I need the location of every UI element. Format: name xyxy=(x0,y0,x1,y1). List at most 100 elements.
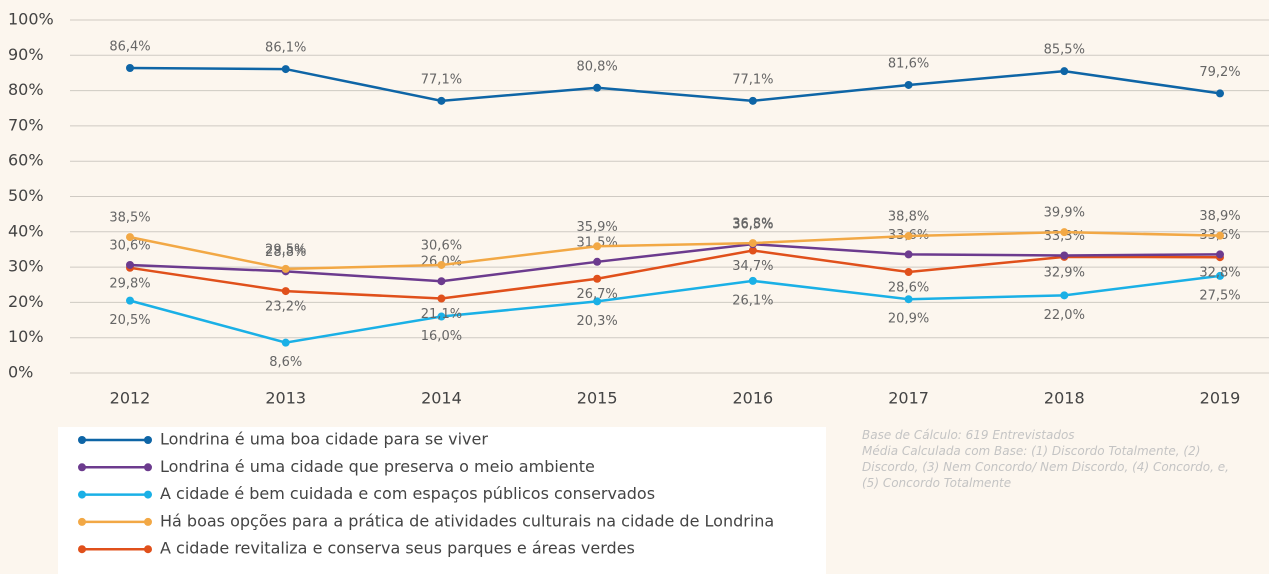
legend-label: Há boas opções para a prática de ativida… xyxy=(160,511,774,530)
data-label: 77,1% xyxy=(421,72,462,87)
series-line xyxy=(129,249,1221,300)
data-point xyxy=(593,83,602,92)
data-point xyxy=(126,260,134,269)
data-point xyxy=(593,242,602,251)
y-tick-label: 40% xyxy=(8,221,44,240)
data-label: 39,9% xyxy=(1044,206,1085,221)
data-label: 30,6% xyxy=(109,238,150,253)
legend-label: Londrina é uma cidade que preserva o mei… xyxy=(160,457,595,476)
data-point xyxy=(748,276,757,285)
legend-dot xyxy=(144,436,152,444)
data-label: 27,5% xyxy=(1199,288,1240,303)
data-point xyxy=(1216,89,1224,98)
y-tick-label: 90% xyxy=(8,45,44,64)
series-line xyxy=(129,66,1221,103)
x-tick-label: 2012 xyxy=(110,389,151,408)
y-tick-label: 80% xyxy=(8,80,44,99)
data-point xyxy=(1060,228,1069,237)
data-point xyxy=(126,233,134,242)
data-label: 77,1% xyxy=(732,72,773,87)
data-label: 20,5% xyxy=(109,313,150,328)
data-label: 86,1% xyxy=(265,41,306,56)
y-tick-label: 60% xyxy=(8,151,44,170)
legend-dot xyxy=(144,517,152,526)
data-label: 29,8% xyxy=(109,276,150,291)
y-tick-label: 30% xyxy=(8,257,44,276)
x-tick-label: 2017 xyxy=(888,389,929,408)
y-tick-label: 50% xyxy=(8,186,44,205)
data-point xyxy=(1216,231,1224,240)
legend-label: A cidade revitaliza e conserva seus parq… xyxy=(160,539,635,558)
note: Base de Cálculo: 619 Entrevistados xyxy=(862,428,1075,442)
data-label: 80,8% xyxy=(576,59,617,74)
data-label: 81,6% xyxy=(888,56,929,71)
data-label: 32,9% xyxy=(1044,265,1085,280)
x-tick-label: 2015 xyxy=(577,389,618,408)
data-label: 36,8% xyxy=(732,217,773,232)
data-label: 38,5% xyxy=(109,211,150,226)
y-tick-label: 0% xyxy=(8,363,33,382)
data-point xyxy=(904,80,913,89)
data-point xyxy=(437,294,446,303)
data-point xyxy=(1060,291,1069,300)
data-label: 20,9% xyxy=(888,312,929,327)
data-point xyxy=(281,287,290,296)
series-line xyxy=(129,274,1221,344)
data-label: 8,6% xyxy=(269,355,302,370)
data-label: 38,9% xyxy=(1199,209,1240,224)
data-point xyxy=(437,96,446,105)
notes: Base de Cálculo: 619 Entrevistados Média… xyxy=(862,427,1242,491)
data-point xyxy=(748,246,757,255)
x-tick-label: 2018 xyxy=(1044,389,1085,408)
data-point xyxy=(904,268,913,277)
data-label: 20,3% xyxy=(576,314,617,329)
legend-dot xyxy=(144,545,152,554)
legend-dot xyxy=(78,463,86,472)
legend-label: Londrina é uma boa cidade para se viver xyxy=(160,430,488,449)
data-point xyxy=(437,277,446,286)
data-point xyxy=(281,65,290,74)
data-label: 26,1% xyxy=(732,293,773,308)
data-label: 21,1% xyxy=(421,307,462,322)
y-tick-label: 100% xyxy=(8,10,54,29)
x-tick-label: 2013 xyxy=(265,389,306,408)
legend-dot xyxy=(78,436,86,444)
legend-dot xyxy=(78,490,86,499)
x-tick-label: 2019 xyxy=(1200,389,1241,408)
legend-dot xyxy=(78,517,86,526)
data-point xyxy=(437,312,446,321)
data-point xyxy=(904,232,913,241)
data-label: 34,7% xyxy=(732,259,773,274)
data-label: 32,8% xyxy=(1199,266,1240,281)
data-point xyxy=(1060,251,1069,260)
data-label: 28,6% xyxy=(888,281,929,296)
data-label: 22,0% xyxy=(1044,308,1085,323)
data-point xyxy=(1060,67,1069,76)
data-point xyxy=(593,257,602,266)
legend-box xyxy=(58,427,826,574)
legend-dot xyxy=(78,545,86,554)
data-label: 30,6% xyxy=(421,238,462,253)
y-tick-label: 20% xyxy=(8,292,44,311)
data-point xyxy=(904,295,913,304)
series-line xyxy=(129,230,1221,271)
legend-dot xyxy=(144,490,152,499)
data-label: 23,2% xyxy=(265,300,306,315)
series-line xyxy=(129,242,1221,283)
data-label: 86,4% xyxy=(109,40,150,55)
note: Média Calculada com Base: (1) Discordo T… xyxy=(862,444,1229,490)
data-point xyxy=(126,296,134,305)
data-point xyxy=(1216,271,1224,280)
legend-dot xyxy=(144,463,152,472)
data-point xyxy=(748,96,757,105)
data-label: 35,9% xyxy=(576,220,617,235)
x-tick-label: 2014 xyxy=(421,389,462,408)
data-label: 85,5% xyxy=(1044,43,1085,58)
data-label: 38,8% xyxy=(888,210,929,225)
data-label: 28,8% xyxy=(265,245,306,260)
data-label: 36,5% xyxy=(732,218,773,233)
data-label: 79,2% xyxy=(1199,65,1240,80)
data-point xyxy=(281,264,290,273)
